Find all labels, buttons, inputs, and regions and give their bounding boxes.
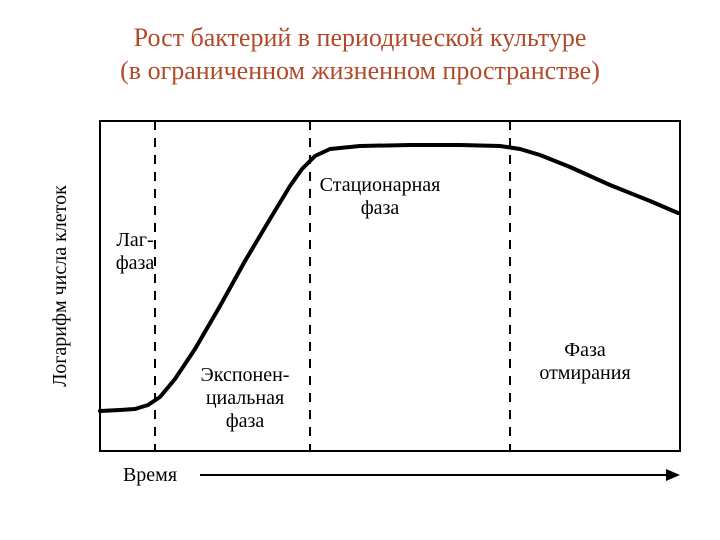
stationary-label-2: фаза: [361, 197, 400, 219]
time-arrow-head-icon: [666, 469, 680, 481]
plot-frame: [100, 121, 680, 451]
page-title: Рост бактерий в периодической культуре(в…: [0, 0, 720, 93]
lag-label-2: фаза: [116, 252, 155, 274]
y-axis-label: Логарифм числа клеток: [49, 185, 71, 387]
x-axis-label: Время: [123, 464, 177, 486]
exp-label-1: Экспонен-: [201, 364, 290, 386]
title-line-1: Рост бактерий в периодической культуре: [20, 22, 700, 55]
death-label-2: отмирания: [539, 362, 630, 384]
growth-curve-chart: Лаг-фазаЭкспонен-циальнаяфазаСтационарна…: [0, 101, 720, 501]
exp-label-3: фаза: [226, 410, 265, 432]
exp-label-2: циальная: [206, 387, 284, 409]
title-line-2: (в ограниченном жизненном пространстве): [20, 55, 700, 88]
stationary-label-1: Стационарная: [320, 174, 441, 196]
lag-label-1: Лаг-: [116, 229, 153, 251]
death-label-1: Фаза: [564, 339, 606, 361]
